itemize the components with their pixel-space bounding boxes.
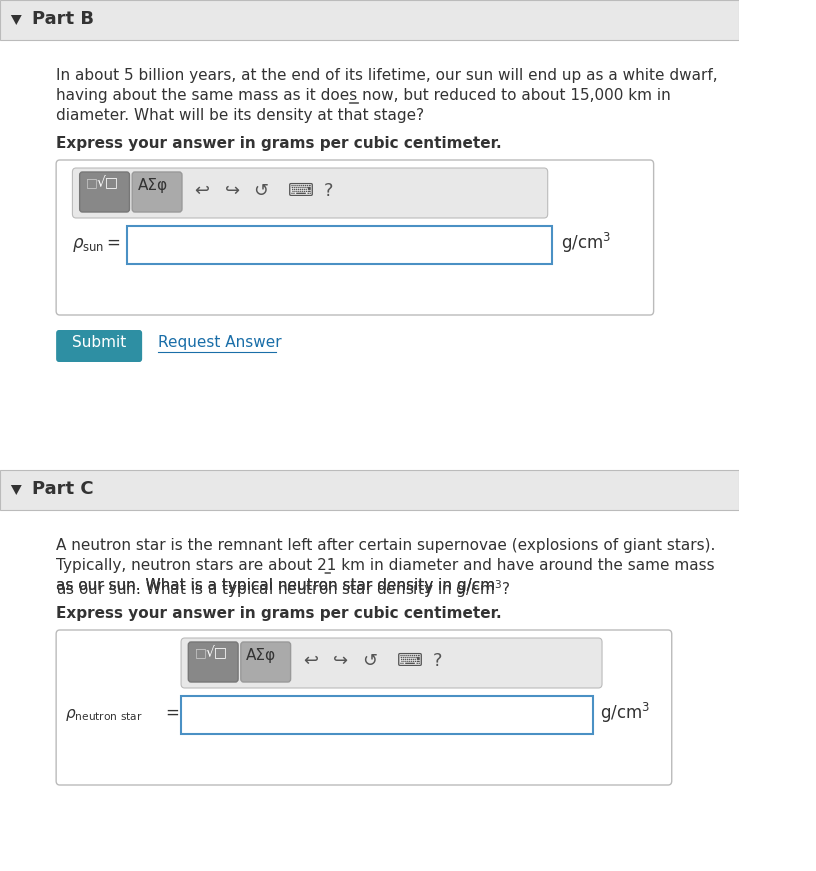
Text: Request Answer: Request Answer [158,335,282,350]
Bar [0,0,738,40]
FancyBboxPatch shape [73,168,548,218]
FancyBboxPatch shape [132,172,182,212]
Text: Part C: Part C [32,480,93,498]
Text: In about 5 billion years, at the end of its lifetime, our sun will end up as a w: In about 5 billion years, at the end of … [56,68,718,83]
Text: A neutron star is the remnant left after certain supernovae (explosions of giant: A neutron star is the remnant left after… [56,538,716,553]
Text: ↪: ↪ [224,182,240,200]
Text: Part B: Part B [32,10,94,28]
Text: ↺: ↺ [362,652,377,670]
Text: Express your answer in grams per cubic centimeter.: Express your answer in grams per cubic c… [56,606,502,621]
Text: =: = [106,234,120,252]
Polygon shape [11,15,22,25]
Text: ΑΣφ: ΑΣφ [246,648,277,663]
FancyBboxPatch shape [56,160,654,315]
Text: as our sun. What is a typical neutron star density in g/cm: as our sun. What is a typical neutron st… [56,578,495,593]
Text: $\rho_{\rm sun}$: $\rho_{\rm sun}$ [73,236,104,254]
Bar [0,470,738,510]
Text: □: □ [195,646,206,659]
Text: ⌨: ⌨ [397,652,423,670]
Bar [181,696,593,734]
Polygon shape [11,485,22,495]
Text: ↩: ↩ [304,652,318,670]
FancyBboxPatch shape [181,638,602,688]
Text: ↩: ↩ [195,182,210,200]
Bar [0,40,738,470]
Text: as our sun. What is a typical neutron star density in g/cm: as our sun. What is a typical neutron st… [56,578,495,593]
Text: ?: ? [432,652,442,670]
Bar [0,510,738,871]
Text: g/cm$^3$: g/cm$^3$ [561,231,611,255]
Text: as our sun. What is a typical neutron star density in g/cm$^3$?: as our sun. What is a typical neutron st… [56,578,510,600]
Text: ↪: ↪ [333,652,348,670]
FancyBboxPatch shape [188,642,238,682]
Bar [126,226,552,264]
FancyBboxPatch shape [241,642,290,682]
Text: Submit: Submit [72,335,126,350]
Text: diameter. What will be its density at that stage?: diameter. What will be its density at th… [56,108,424,123]
Text: ⌨: ⌨ [288,182,314,200]
FancyBboxPatch shape [80,172,130,212]
Text: $\rho_{\rm neutron\ star}$: $\rho_{\rm neutron\ star}$ [65,707,143,723]
Text: ?: ? [324,182,334,200]
FancyBboxPatch shape [56,630,672,785]
Text: ΑΣφ: ΑΣφ [138,178,168,193]
Text: having about the same mass as it does now, but reduced to about 15,000 km in: having about the same mass as it does no… [56,88,671,103]
FancyBboxPatch shape [56,330,142,362]
Text: ↺: ↺ [254,182,268,200]
Text: Express your answer in grams per cubic centimeter.: Express your answer in grams per cubic c… [56,136,502,151]
Text: √□: √□ [97,176,119,190]
Text: =: = [165,704,179,722]
Text: Typically, neutron stars are about 21 km in diameter and have around the same ma: Typically, neutron stars are about 21 km… [56,558,715,573]
Text: g/cm$^3$: g/cm$^3$ [601,701,650,725]
Text: □: □ [86,176,98,189]
Text: √□: √□ [206,646,228,660]
